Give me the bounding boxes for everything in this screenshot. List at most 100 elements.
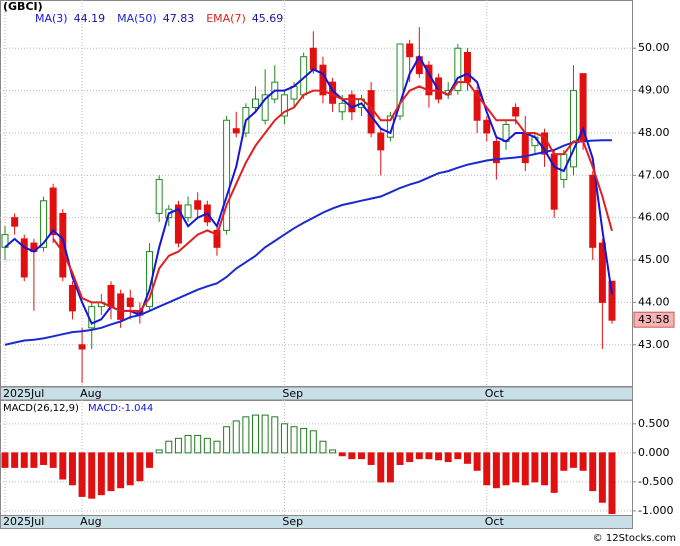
- macd-value: -1.044: [121, 403, 153, 414]
- macd-bar: [1, 452, 9, 468]
- candle-body: [126, 297, 134, 308]
- macd-bar: [444, 452, 452, 463]
- series-line: [52, 81, 613, 312]
- candle-body: [155, 179, 163, 214]
- macd-bar: [261, 414, 269, 454]
- macd-bar: [252, 414, 259, 454]
- macd-bar: [338, 452, 346, 457]
- candle-body: [406, 43, 414, 58]
- y-tick-label: 47.00: [638, 168, 670, 181]
- candle-body: [608, 280, 616, 321]
- y-tick-label: 50.00: [638, 41, 670, 54]
- y-tick-label: 44.00: [638, 295, 670, 308]
- macd-bar: [184, 434, 192, 454]
- macd-bar: [59, 452, 67, 480]
- y-tick-label: 45.00: [638, 253, 670, 266]
- macd-bar: [425, 452, 433, 460]
- candle-body: [589, 174, 597, 248]
- x-tick-label: Sep: [282, 387, 303, 400]
- candle-body: [232, 128, 240, 134]
- candle-body: [184, 204, 192, 219]
- legend-value: 45.69: [252, 12, 284, 25]
- macd-bar: [40, 452, 48, 465]
- macd-bar: [68, 452, 76, 486]
- candle-body: [1, 234, 9, 248]
- candle-body: [309, 47, 317, 70]
- macd-bar: [367, 452, 375, 465]
- macd-bar: [242, 416, 250, 454]
- macd-bar: [598, 452, 606, 503]
- macd-bar: [194, 434, 202, 454]
- candle-body: [11, 217, 19, 227]
- macd-bar: [319, 440, 327, 454]
- legend-label: EMA(7): [206, 12, 246, 25]
- macd-bar: [377, 452, 385, 483]
- macd-bar: [550, 452, 558, 493]
- macd-title: MACD(26,12,9): [3, 403, 79, 414]
- candle-body: [194, 200, 202, 210]
- candle-body: [569, 90, 577, 168]
- macd-bar: [454, 452, 462, 460]
- candle-body: [512, 107, 520, 117]
- y-tick-label: -1.000: [638, 504, 673, 517]
- candle-body: [492, 140, 500, 164]
- y-tick-label: 46.00: [638, 211, 670, 224]
- macd-bar: [155, 449, 163, 454]
- candle-body: [280, 94, 288, 117]
- candle-body: [49, 187, 57, 236]
- macd-bar: [531, 452, 539, 483]
- macd-bar: [126, 452, 134, 486]
- series-line: [4, 139, 612, 346]
- x-tick-label: Sep: [282, 515, 303, 528]
- macd-bar: [271, 416, 279, 454]
- macd-bar: [560, 452, 568, 471]
- plot: [1, 27, 616, 514]
- candle-body: [435, 77, 443, 100]
- macd-bar: [97, 452, 105, 496]
- macd-bar: [415, 452, 423, 460]
- macd-bar: [386, 452, 394, 483]
- y-tick-label: 0.500: [638, 417, 670, 430]
- macd-bar: [589, 452, 597, 492]
- candle-body: [483, 119, 491, 134]
- price-tag-label: 43.58: [638, 313, 670, 326]
- macd-bar: [512, 452, 520, 483]
- macd-bar: [165, 440, 173, 454]
- y-tick-label: 49.00: [638, 84, 670, 97]
- macd-bar: [174, 437, 182, 454]
- macd-bar: [213, 440, 221, 454]
- candle-body: [213, 229, 221, 248]
- macd-bar: [49, 452, 57, 468]
- candle-body: [117, 293, 125, 320]
- candle-body: [473, 90, 481, 121]
- candle-body: [338, 102, 346, 113]
- candle-body: [454, 47, 462, 92]
- macd-bar: [473, 452, 481, 471]
- candle-body: [20, 238, 28, 278]
- candle-body: [68, 284, 76, 312]
- macd-value-name: MACD:: [88, 403, 121, 414]
- x-tick-label: 2025Jul: [3, 387, 44, 400]
- macd-bar: [358, 452, 365, 460]
- series-line: [4, 54, 613, 325]
- candle-body: [261, 94, 269, 121]
- macd-bar: [280, 423, 288, 454]
- grid: [0, 0, 632, 515]
- macd-bar: [309, 430, 317, 454]
- x-tick-label: Oct: [485, 515, 505, 528]
- macd-bar: [30, 452, 38, 468]
- macd-bar: [579, 452, 587, 471]
- date-strip: [0, 515, 633, 529]
- candle-body: [377, 132, 385, 151]
- macd-bar: [435, 452, 443, 461]
- macd-bar: [146, 452, 154, 468]
- legend-value: 44.19: [74, 12, 106, 25]
- candle-body: [396, 43, 404, 117]
- y-tick-label: 48.00: [638, 126, 670, 139]
- macd-bar: [569, 452, 577, 468]
- candle-body: [348, 94, 356, 113]
- chart-title: (GBCI): [3, 0, 43, 13]
- macd-bar: [20, 452, 28, 468]
- macd-bar: [11, 452, 19, 468]
- x-tick-label: Oct: [485, 387, 505, 400]
